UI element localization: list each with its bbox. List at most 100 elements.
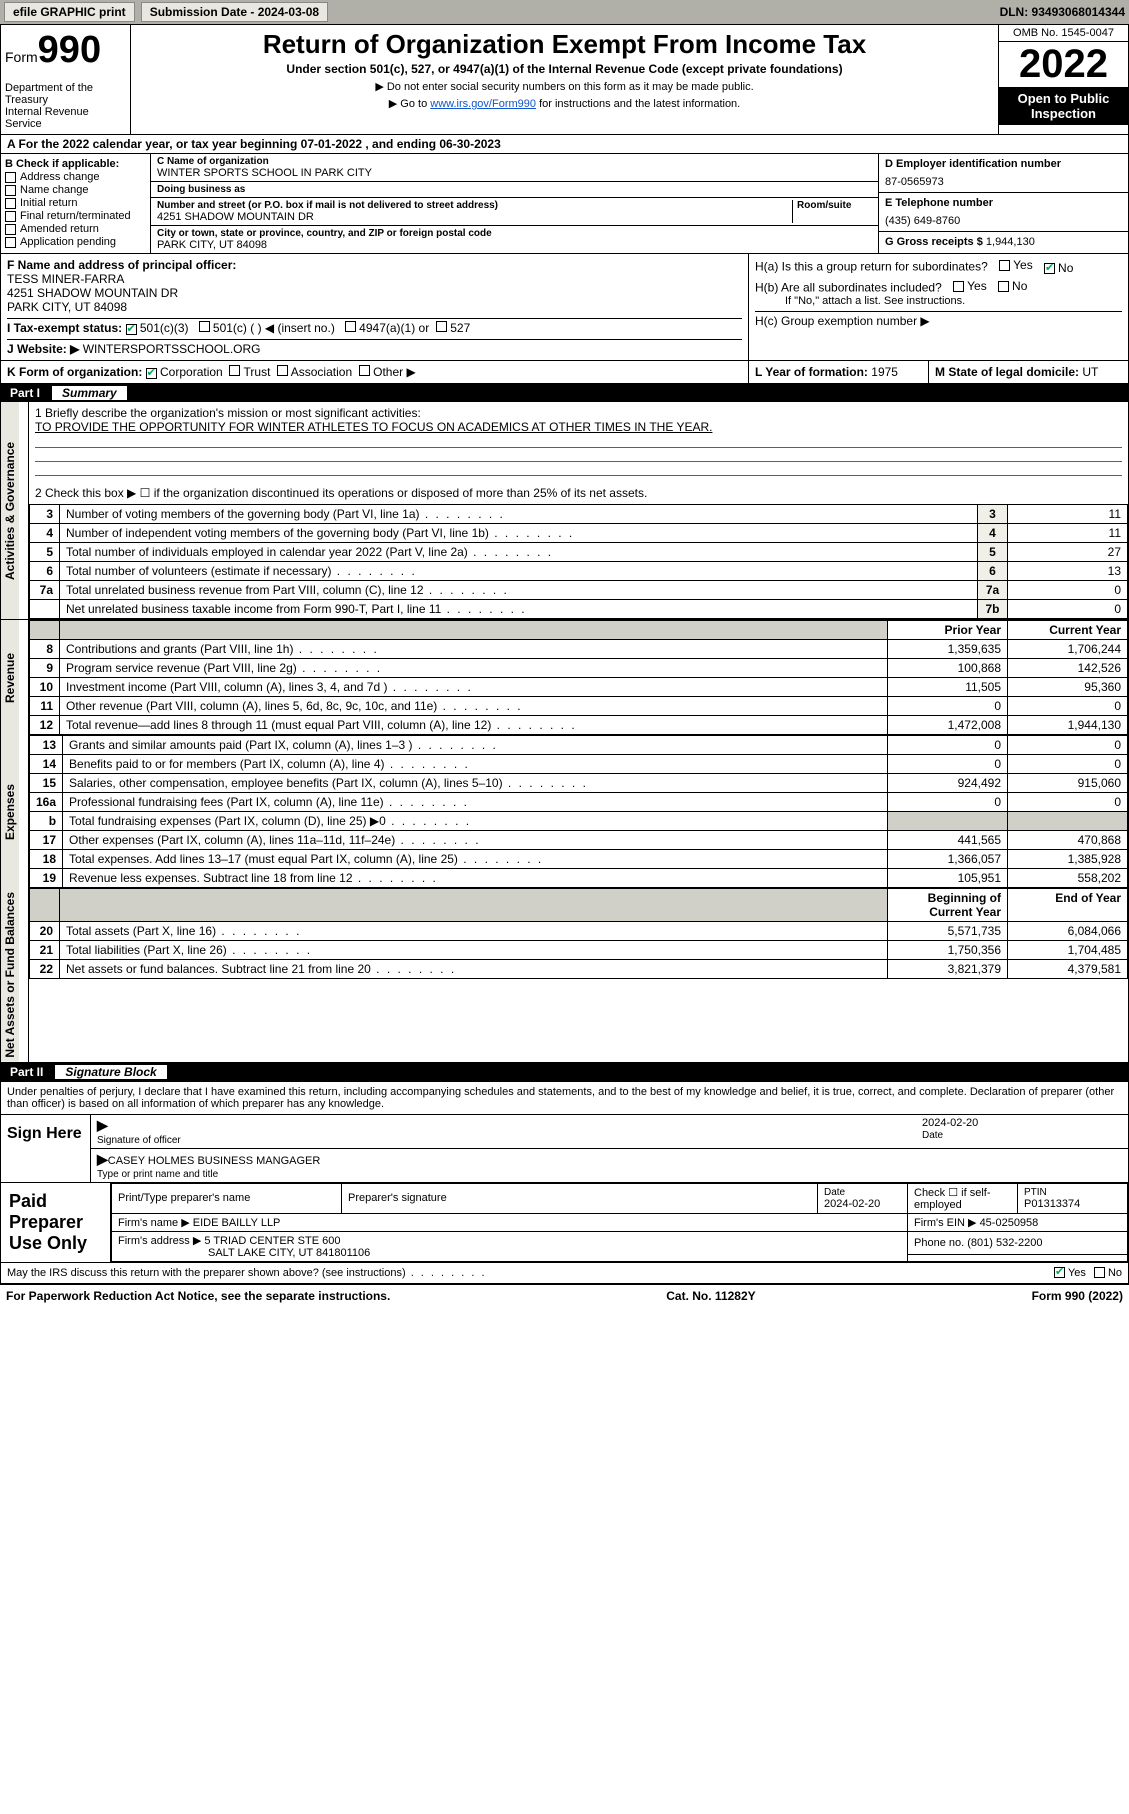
line-desc: Number of voting members of the governin… [60, 505, 978, 524]
line-num: 8 [30, 640, 60, 659]
form-word: Form [5, 49, 38, 65]
table-row: 15Salaries, other compensation, employee… [30, 774, 1128, 793]
header-left: Form990 Department of the Treasury Inter… [1, 25, 131, 134]
gross-value: 1,944,130 [986, 236, 1035, 248]
chk-label: Amended return [20, 223, 99, 235]
checkbox-icon [998, 281, 1009, 292]
h-b: H(b) Are all subordinates included? Yes … [755, 279, 1122, 295]
governance-table: 3Number of voting members of the governi… [29, 504, 1128, 619]
domicile-label: M State of legal domicile: [935, 365, 1079, 379]
sidebar-revenue: Revenue [1, 620, 29, 735]
checkbox-icon[interactable] [277, 365, 288, 376]
paid-prep-label: Paid Preparer Use Only [1, 1183, 111, 1262]
expenses-section: Expenses 13Grants and similar amounts pa… [0, 735, 1129, 888]
checkbox-icon[interactable] [126, 324, 137, 335]
opt-501c: 501(c) ( ) ◀ (insert no.) [213, 321, 335, 335]
form-subtitle: Under section 501(c), 527, or 4947(a)(1)… [135, 62, 994, 76]
checkbox-icon[interactable] [229, 365, 240, 376]
section-c: C Name of organization WINTER SPORTS SCH… [151, 154, 878, 253]
part-1-label: Part I [4, 386, 46, 400]
officer-addr1: 4251 SHADOW MOUNTAIN DR [7, 286, 178, 300]
ha-no[interactable]: No [1044, 261, 1073, 275]
room-label: Room/suite [797, 200, 872, 211]
line-num: b [30, 812, 63, 831]
top-bar: efile GRAPHIC print Submission Date - 20… [0, 0, 1129, 24]
line-desc: Contributions and grants (Part VIII, lin… [60, 640, 888, 659]
prior-val: 1,750,356 [888, 941, 1008, 960]
dba-row: Doing business as [151, 182, 878, 198]
checkbox-icon [999, 260, 1010, 271]
checkbox-icon[interactable] [199, 321, 210, 332]
prep-name-hdr: Print/Type preparer's name [112, 1183, 342, 1213]
current-val: 142,526 [1008, 659, 1128, 678]
line-desc: Other expenses (Part IX, column (A), lin… [63, 831, 888, 850]
chk-application-pending[interactable]: Application pending [5, 236, 146, 248]
section-j: J Website: ▶ WINTERSPORTSSCHOOL.ORG [7, 339, 742, 356]
city-label: City or town, state or province, country… [157, 228, 872, 239]
row-a-tax-year: A For the 2022 calendar year, or tax yea… [0, 135, 1129, 154]
checkbox-icon [953, 281, 964, 292]
efile-print-button[interactable]: efile GRAPHIC print [4, 2, 135, 22]
firm-addr: Firm's address ▶ 5 TRIAD CENTER STE 600S… [112, 1231, 908, 1261]
omb-number: OMB No. 1545-0047 [999, 25, 1128, 42]
signature-block: Under penalties of perjury, I declare th… [0, 1081, 1129, 1284]
checkbox-icon[interactable] [146, 368, 157, 379]
prior-val: 0 [888, 736, 1008, 755]
line-desc: Benefits paid to or for members (Part IX… [63, 755, 888, 774]
tax-status-label: I Tax-exempt status: [7, 321, 122, 335]
line-desc: Professional fundraising fees (Part IX, … [63, 793, 888, 812]
officer-addr2: PARK CITY, UT 84098 [7, 300, 127, 314]
table-row: Print/Type preparer's name Preparer's si… [112, 1183, 1128, 1213]
ha-yes[interactable]: Yes [999, 258, 1033, 272]
irs-link[interactable]: www.irs.gov/Form990 [430, 98, 536, 110]
submission-date-button[interactable]: Submission Date - 2024-03-08 [141, 2, 328, 22]
sig-declaration: Under penalties of perjury, I declare th… [1, 1082, 1128, 1114]
website-value: WINTERSPORTSSCHOOL.ORG [83, 342, 261, 356]
table-row: 22Net assets or fund balances. Subtract … [30, 960, 1128, 979]
may-irs-yes[interactable]: Yes [1054, 1267, 1086, 1279]
prior-val: 1,366,057 [888, 850, 1008, 869]
sign-here-label: Sign Here [1, 1115, 91, 1182]
phone-value: (435) 649-8760 [885, 215, 1122, 227]
opt-assoc: Association [291, 365, 352, 379]
sig-date: 2024-02-20 [922, 1117, 978, 1129]
h-c: H(c) Group exemption number ▶ [755, 311, 1122, 328]
chk-amended-return[interactable]: Amended return [5, 223, 146, 235]
note2-post: for instructions and the latest informat… [536, 98, 740, 110]
firm-name: Firm's name ▶ EIDE BAILLY LLP [112, 1213, 908, 1231]
prep-fields: Print/Type preparer's name Preparer's si… [111, 1183, 1128, 1262]
chk-address-change[interactable]: Address change [5, 171, 146, 183]
city-row: City or town, state or province, country… [151, 226, 878, 253]
chk-final-return[interactable]: Final return/terminated [5, 210, 146, 222]
prior-val: 0 [888, 793, 1008, 812]
checkbox-icon[interactable] [436, 321, 447, 332]
checkbox-icon[interactable] [359, 365, 370, 376]
line-num: 6 [30, 562, 60, 581]
prior-val: 441,565 [888, 831, 1008, 850]
hb-no[interactable]: No [998, 279, 1027, 293]
line-desc: Salaries, other compensation, employee b… [63, 774, 888, 793]
sidebar-label: Revenue [1, 620, 19, 735]
line-desc: Investment income (Part VIII, column (A)… [60, 678, 888, 697]
current-val: 0 [1008, 755, 1128, 774]
prior-val: 0 [888, 697, 1008, 716]
chk-initial-return[interactable]: Initial return [5, 197, 146, 209]
line-num: 14 [30, 755, 63, 774]
chk-name-change[interactable]: Name change [5, 184, 146, 196]
checkbox-icon[interactable] [345, 321, 356, 332]
table-row: 11Other revenue (Part VIII, column (A), … [30, 697, 1128, 716]
current-val: 0 [1008, 697, 1128, 716]
prep-check-if: Check ☐ if self-employed [908, 1183, 1018, 1213]
sidebar-expenses: Expenses [1, 735, 29, 888]
part-2-title: Signature Block [55, 1065, 166, 1079]
prior-val: 11,505 [888, 678, 1008, 697]
hb-yes[interactable]: Yes [953, 279, 987, 293]
org-name-row: C Name of organization WINTER SPORTS SCH… [151, 154, 878, 182]
hdr-blank [60, 621, 888, 640]
opt-trust: Trust [244, 365, 271, 379]
revenue-content: Prior YearCurrent Year 8Contributions an… [29, 620, 1128, 735]
may-irs-text: May the IRS discuss this return with the… [7, 1267, 1046, 1279]
current-val: 1,706,244 [1008, 640, 1128, 659]
prior-val: 105,951 [888, 869, 1008, 888]
may-irs-no[interactable]: No [1094, 1267, 1122, 1279]
